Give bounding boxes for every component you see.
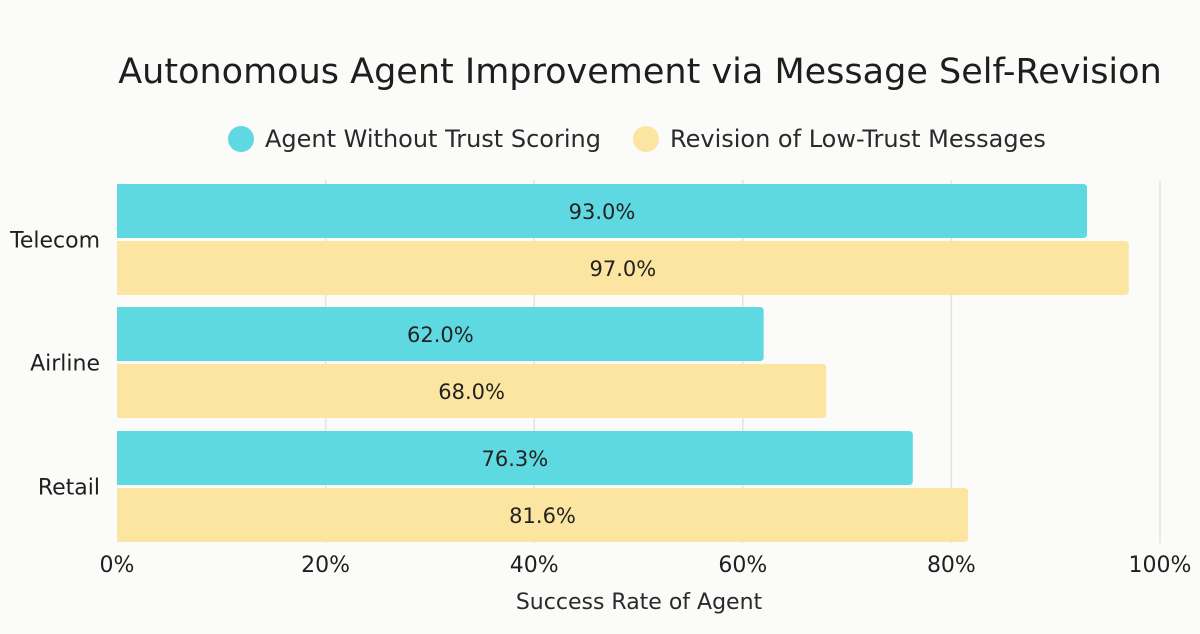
bar-retail-agent-without-trust-scoring (117, 431, 913, 485)
x-tick-label-0: 0% (100, 553, 135, 578)
data-label-airline-agent-without-trust-scoring: 62.0% (407, 323, 474, 347)
bar-airline-revision-of-low-trust-messages (117, 364, 827, 418)
x-tick-label-20: 20% (301, 553, 350, 578)
data-label-telecom-revision-of-low-trust-messages: 97.0% (589, 257, 656, 281)
x-tick-label-80: 80% (927, 553, 976, 578)
bar-telecom-agent-without-trust-scoring (117, 184, 1087, 238)
data-label-retail-agent-without-trust-scoring: 76.3% (482, 447, 549, 471)
legend-swatch-agent-without-trust-scoring (228, 126, 254, 152)
legend-label-revision-of-low-trust-messages: Revision of Low-Trust Messages (670, 125, 1046, 153)
bars: 93.0% 97.0% 62.0% 68.0% 76.3% 81.6% (117, 184, 1129, 542)
legend: Agent Without Trust Scoring Revision of … (228, 125, 1046, 153)
category-labels: Telecom Airline Retail (9, 229, 100, 501)
legend-swatch-revision-of-low-trust-messages (633, 126, 659, 152)
x-tick-label-40: 40% (510, 553, 559, 578)
category-label-retail: Retail (38, 476, 100, 501)
category-label-telecom: Telecom (9, 229, 100, 254)
bar-airline-agent-without-trust-scoring (117, 307, 764, 361)
data-label-retail-revision-of-low-trust-messages: 81.6% (509, 504, 576, 528)
x-axis-ticks: 0% 20% 40% 60% 80% 100% (100, 553, 1192, 578)
data-label-telecom-agent-without-trust-scoring: 93.0% (569, 200, 636, 224)
category-label-airline: Airline (30, 352, 100, 377)
x-tick-label-100: 100% (1129, 553, 1192, 578)
bar-telecom-revision-of-low-trust-messages (117, 241, 1129, 295)
bar-retail-revision-of-low-trust-messages (117, 488, 969, 542)
x-tick-label-60: 60% (718, 553, 767, 578)
chart-title: Autonomous Agent Improvement via Message… (118, 52, 1162, 92)
data-label-airline-revision-of-low-trust-messages: 68.0% (438, 380, 505, 404)
legend-label-agent-without-trust-scoring: Agent Without Trust Scoring (265, 125, 601, 153)
x-axis-label: Success Rate of Agent (516, 590, 763, 615)
